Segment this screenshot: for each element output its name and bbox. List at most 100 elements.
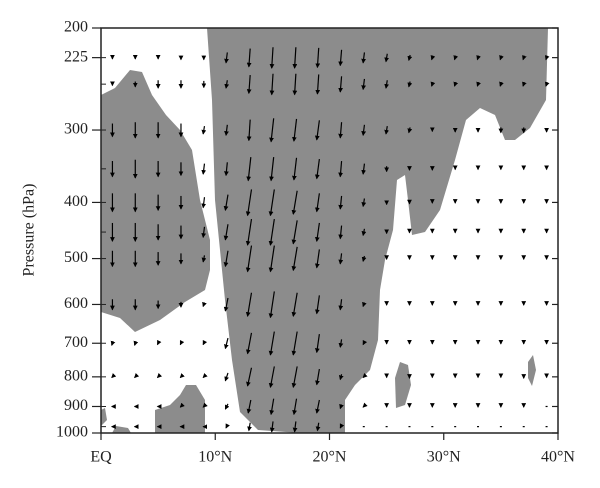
vector-arrow (338, 374, 344, 381)
vector-arrow (361, 163, 367, 175)
vector-arrow (291, 190, 298, 215)
vector-arrow (269, 73, 275, 96)
vector-arrow (202, 339, 208, 346)
y-axis-label: Pressure (hPa) (21, 184, 38, 277)
vector-arrow (338, 49, 343, 67)
vector-arrow (223, 297, 229, 312)
vector-arrow (499, 55, 504, 61)
vector-arrow (338, 76, 343, 93)
vector-arrow (338, 339, 344, 348)
vector-arrow (314, 222, 320, 242)
vector-arrow (291, 292, 298, 317)
vector-arrow (223, 224, 229, 241)
vector-arrow (245, 245, 253, 273)
vector-arrow (338, 299, 344, 311)
shade-blob (101, 408, 107, 426)
vector-arrow (314, 158, 320, 180)
y-tick-label: 300 (64, 121, 88, 138)
vector-arrow (315, 422, 321, 432)
vector-arrow (544, 55, 550, 61)
vector-arrow (223, 194, 229, 212)
vector-arrow (339, 423, 345, 429)
x-tick-label: 40°N (541, 449, 575, 466)
vector-arrow (361, 124, 367, 137)
vector-arrow (338, 122, 343, 139)
vector-arrow (268, 218, 275, 246)
vector-arrow (292, 421, 298, 433)
vector-arrow (361, 255, 367, 262)
vector-arrow (384, 80, 389, 89)
shade-blob (395, 362, 411, 408)
vector-arrow (314, 120, 320, 141)
y-tick-label: 200 (64, 19, 88, 36)
vector-arrow (224, 403, 230, 410)
vector-arrow (522, 55, 527, 61)
vector-arrow (202, 372, 208, 379)
vector-arrow (292, 47, 298, 69)
vector-arrow (338, 253, 344, 265)
vector-arrow (339, 403, 344, 410)
vector-arrow (362, 301, 367, 308)
vector-arrow (111, 372, 117, 379)
vector-arrow (362, 372, 368, 379)
vector-arrow (156, 339, 162, 346)
vector-arrow (269, 118, 275, 143)
vector-arrow (246, 48, 252, 68)
vector-arrow (246, 367, 253, 387)
vector-arrow (201, 126, 207, 135)
vector-arrow (268, 189, 275, 217)
vector-arrow (407, 54, 413, 62)
vector-arrow (269, 47, 275, 69)
vector-arrow (179, 402, 185, 408)
vector-arrow (224, 372, 229, 382)
shade-left (101, 70, 210, 332)
vector-arrow (407, 127, 413, 134)
vector-arrow (246, 157, 252, 182)
vector-arrow (246, 119, 252, 142)
x-tick-label: EQ (90, 449, 112, 466)
vector-arrow (224, 80, 230, 89)
shade-blob (155, 385, 205, 433)
vector-arrow (384, 53, 389, 63)
vector-arrow (223, 250, 229, 268)
vector-arrow (246, 399, 252, 414)
x-tick-label: 10°N (198, 449, 232, 466)
vector-arrow (245, 292, 253, 317)
vector-arrow (225, 423, 230, 429)
vector-arrow (292, 398, 298, 416)
shade-main (207, 28, 548, 433)
y-tick-label: 1000 (56, 424, 88, 441)
shaded-region (101, 28, 548, 433)
y-tick-label: 900 (64, 397, 88, 414)
vector-arrow (224, 162, 229, 177)
vector-arrow (362, 402, 368, 408)
vector-arrow (269, 421, 275, 433)
y-tick-label: 800 (64, 368, 88, 385)
vector-arrow (291, 331, 298, 356)
vector-arrow (202, 402, 208, 408)
vector-arrow (292, 118, 298, 142)
vector-arrow (314, 295, 320, 315)
vector-arrow (361, 52, 367, 64)
vector-arrow (384, 126, 389, 135)
x-tick-label: 20°N (313, 449, 347, 466)
vector-arrow (134, 372, 140, 379)
vector-arrow (499, 81, 504, 87)
vector-arrow (361, 198, 367, 208)
vector-arrow (246, 75, 252, 95)
vector-arrow (224, 337, 229, 350)
x-tick-label: 30°N (427, 449, 461, 466)
vector-arrow (245, 332, 253, 355)
y-tick-label: 500 (64, 249, 88, 266)
vector-arrow (430, 81, 436, 87)
vector-arrow (476, 81, 481, 87)
vector-arrow (179, 339, 185, 346)
vector-arrow (292, 157, 298, 181)
vector-arrow (179, 372, 185, 379)
vector-arrow (315, 399, 320, 414)
vector-arrow (314, 334, 320, 354)
vector-arrow (156, 372, 163, 379)
vector-arrow (522, 81, 527, 87)
vector-arrow (201, 163, 207, 175)
